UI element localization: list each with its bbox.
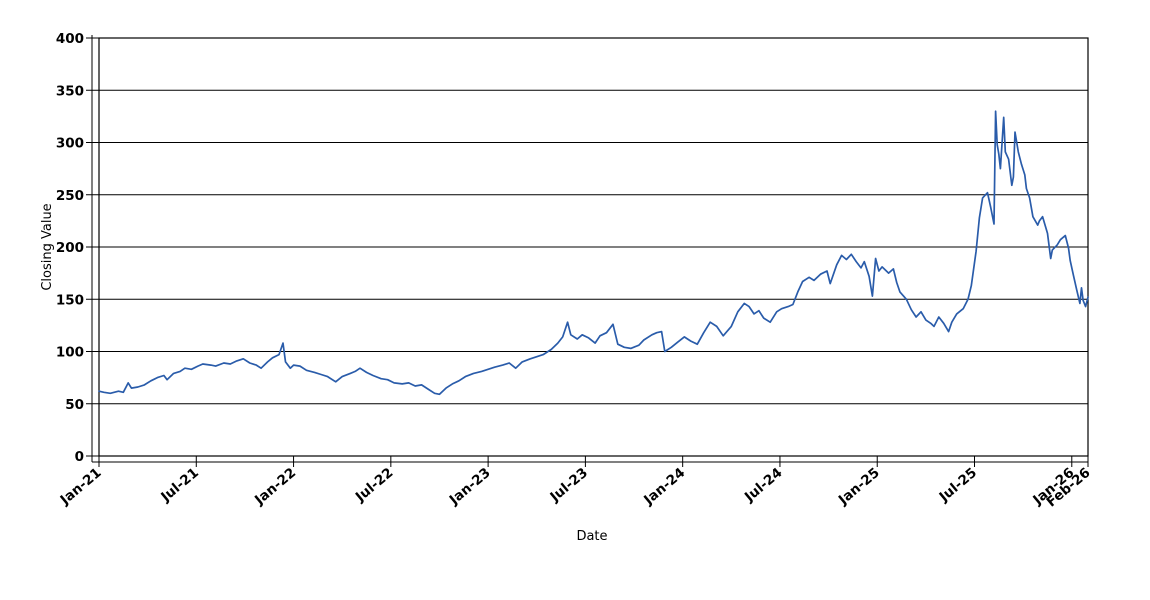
- y-tick-label: 150: [56, 292, 84, 308]
- x-tick-label: Jul-21: [157, 465, 201, 506]
- y-tick-label: 0: [75, 449, 84, 465]
- y-tick-label: 200: [56, 240, 84, 256]
- plot-border: [98, 37, 1089, 457]
- x-axis-title: Date: [576, 529, 607, 544]
- x-tick-label: Jan-24: [640, 465, 688, 509]
- x-tick-label: Jan-21: [57, 465, 105, 509]
- x-tick-label: Jan-22: [251, 465, 299, 509]
- y-axis-title: Closing Value: [40, 203, 55, 290]
- y-tick-label: 250: [56, 188, 84, 204]
- y-tick-label: 300: [56, 136, 84, 152]
- x-tick-label: Jan-25: [835, 465, 883, 509]
- closing-value-line: [98, 110, 1089, 396]
- x-tick-label: Jan-23: [446, 465, 494, 509]
- x-tick-label: Jul-23: [546, 465, 590, 506]
- y-tick-label: 350: [56, 83, 84, 99]
- x-tick-label: Jul-25: [936, 465, 980, 506]
- x-tick-label: Jul-24: [741, 465, 785, 506]
- y-tick-label: 50: [65, 397, 84, 413]
- y-tick-label: 100: [56, 345, 84, 361]
- x-tick-label: Jul-22: [352, 465, 396, 506]
- y-tick-label: 400: [56, 31, 84, 47]
- chart-dynamic-layer: 0 50 100 150 200 250 300 350 400 Jan-21 Jul-21 Jan-…: [56, 31, 1094, 510]
